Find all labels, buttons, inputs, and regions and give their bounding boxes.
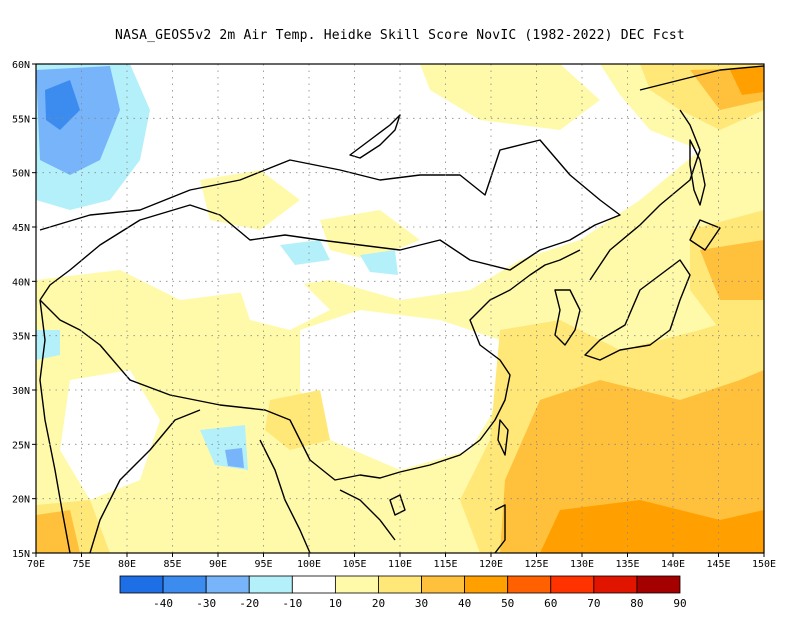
colorbar-label: 80 bbox=[630, 597, 643, 610]
lat-tick-label: 50N bbox=[12, 169, 30, 180]
colorbar-swatch bbox=[248, 575, 293, 594]
shade-neg-10 bbox=[280, 240, 330, 265]
lat-tick-label: 60N bbox=[12, 60, 30, 71]
shade-10-20 bbox=[320, 210, 420, 260]
chart-title: NASA_GEOS5v2 2m Air Temp. Heidke Skill S… bbox=[115, 28, 685, 43]
colorbar-label: 50 bbox=[501, 597, 514, 610]
lon-tick-label: 100E bbox=[297, 559, 321, 570]
colorbar-swatch bbox=[119, 575, 164, 594]
colorbar-swatch bbox=[421, 575, 466, 594]
shade-40-50 bbox=[730, 66, 764, 95]
shade-10-20 bbox=[200, 170, 300, 230]
shade-neutral bbox=[240, 280, 330, 330]
colorbar-label: -30 bbox=[196, 597, 216, 610]
colorbar-label: 20 bbox=[372, 597, 385, 610]
colorbar-swatch bbox=[507, 575, 552, 594]
latitude-tick-labels: 15N 20N 25N 30N 35N 40N 45N 50N 55N 60N bbox=[12, 60, 36, 560]
coastlines bbox=[39, 65, 764, 553]
shade-30-40 bbox=[700, 240, 764, 300]
colorbar-swatch bbox=[550, 575, 595, 594]
colorbar-label: 90 bbox=[673, 597, 686, 610]
colorbar-swatch bbox=[636, 575, 681, 594]
lat-tick-label: 40N bbox=[12, 277, 30, 288]
lon-tick-label: 120E bbox=[479, 559, 503, 570]
lon-tick-label: 105E bbox=[342, 559, 366, 570]
colorbar-swatch bbox=[334, 575, 379, 594]
lon-tick-label: 125E bbox=[524, 559, 548, 570]
coastline bbox=[589, 109, 701, 281]
lake-baikal bbox=[349, 114, 401, 159]
colorbar-label: 60 bbox=[544, 597, 557, 610]
shade-neg-10 bbox=[360, 250, 398, 275]
shade-20-30 bbox=[265, 390, 330, 450]
colorbar-label: -20 bbox=[239, 597, 259, 610]
lon-tick-label: 110E bbox=[388, 559, 412, 570]
coastline bbox=[389, 494, 406, 516]
graticule bbox=[36, 64, 764, 553]
colorbar bbox=[119, 575, 681, 594]
colorbar-swatch bbox=[291, 575, 336, 594]
coastline bbox=[399, 249, 581, 473]
skill-score-shading bbox=[36, 64, 764, 553]
coastline bbox=[259, 439, 311, 553]
shade-30-40 bbox=[36, 510, 80, 553]
coastline bbox=[339, 489, 396, 541]
lon-tick-label: 75E bbox=[72, 559, 90, 570]
colorbar-swatch bbox=[464, 575, 509, 594]
lon-tick-label: 80E bbox=[118, 559, 136, 570]
colorbar-label: 40 bbox=[458, 597, 471, 610]
lon-tick-label: 130E bbox=[570, 559, 594, 570]
colorbar-swatch bbox=[205, 575, 250, 594]
colorbar-swatch bbox=[378, 575, 422, 594]
colorbar-label: 30 bbox=[415, 597, 428, 610]
coastline bbox=[639, 65, 764, 91]
lat-tick-label: 25N bbox=[12, 440, 30, 451]
shade-40-50 bbox=[540, 500, 764, 553]
lon-tick-label: 90E bbox=[209, 559, 227, 570]
colorbar-labels: -40 -30 -20 -10 10 20 30 40 50 60 70 80 90 bbox=[153, 597, 686, 610]
colorbar-label: 70 bbox=[587, 597, 600, 610]
lon-tick-label: 115E bbox=[433, 559, 457, 570]
coastline bbox=[584, 259, 691, 361]
colorbar-label: -40 bbox=[153, 597, 173, 610]
colorbar-swatch bbox=[162, 575, 207, 594]
lat-tick-label: 55N bbox=[12, 114, 30, 125]
shade-neutral bbox=[60, 370, 160, 500]
lon-tick-label: 135E bbox=[615, 559, 639, 570]
coastline bbox=[39, 299, 71, 553]
coastline bbox=[554, 289, 581, 346]
lon-tick-label: 150E bbox=[752, 559, 776, 570]
lat-tick-label: 35N bbox=[12, 332, 30, 343]
colorbar-swatch bbox=[593, 575, 638, 594]
coastline bbox=[89, 409, 201, 553]
coastline bbox=[494, 504, 506, 553]
longitude-tick-labels: 70E 75E 80E 85E 90E 95E 100E 105E 110E 115E 120E 12… bbox=[27, 553, 776, 570]
lon-tick-label: 140E bbox=[661, 559, 685, 570]
shade-neg-10 bbox=[36, 330, 60, 360]
coastline bbox=[689, 139, 706, 206]
lat-tick-label: 20N bbox=[12, 495, 30, 506]
shade-10-20 bbox=[420, 64, 600, 130]
lon-tick-label: 145E bbox=[706, 559, 730, 570]
lat-tick-label: 30N bbox=[12, 386, 30, 397]
shade-30-40 bbox=[500, 370, 764, 553]
lat-tick-label: 45N bbox=[12, 223, 30, 234]
lon-tick-label: 95E bbox=[254, 559, 272, 570]
lon-tick-label: 70E bbox=[27, 559, 45, 570]
coastline bbox=[497, 419, 509, 456]
lon-tick-label: 85E bbox=[163, 559, 181, 570]
colorbar-label: -10 bbox=[282, 597, 302, 610]
national-borders bbox=[39, 299, 401, 481]
coastline bbox=[689, 219, 721, 251]
shade-neg-30 bbox=[45, 80, 80, 130]
shade-neg-20 bbox=[225, 448, 244, 468]
national-borders bbox=[39, 139, 621, 301]
colorbar-label: 10 bbox=[329, 597, 342, 610]
lat-tick-label: 15N bbox=[12, 549, 30, 560]
